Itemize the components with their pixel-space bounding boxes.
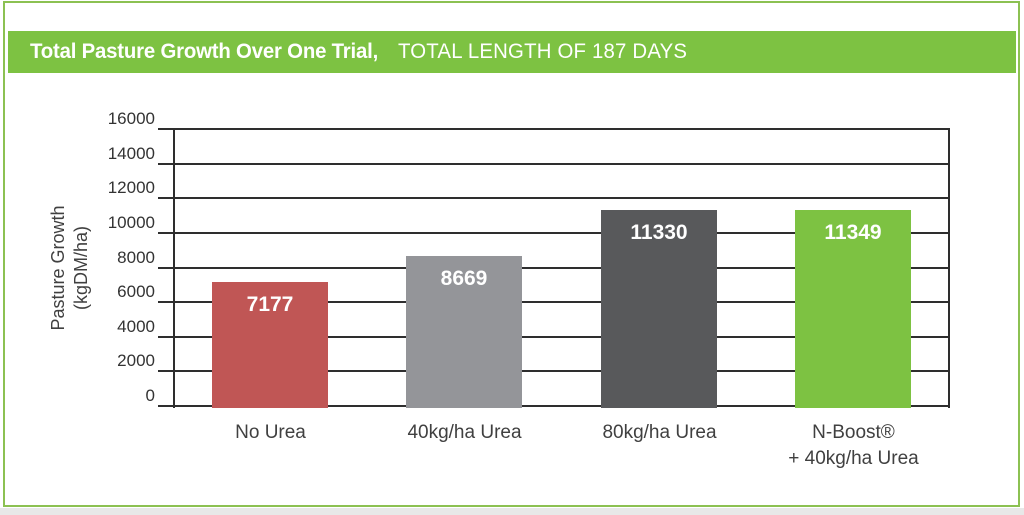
- chart-subtitle: TOTAL LENGTH OF 187 DAYS: [397, 40, 688, 63]
- bar-80kg-ha-urea: 11330: [601, 210, 717, 408]
- gridline-4000: [158, 336, 950, 338]
- ytick-label-4000: 4000: [117, 317, 155, 336]
- gridline-14000: [158, 163, 950, 165]
- bar-value-label: 11349: [824, 221, 882, 244]
- ytick-label-6000: 6000: [117, 282, 155, 301]
- ytick-label-2000: 2000: [117, 351, 155, 370]
- gridline-8000: [158, 267, 950, 269]
- gridline-2000: [158, 370, 950, 372]
- ytick-label-0: 0: [145, 386, 155, 405]
- y-axis-line: [173, 128, 175, 408]
- category-label: 80kg/ha Urea: [602, 422, 717, 443]
- ytick-label-10000: 10000: [107, 213, 155, 232]
- y-axis-title-line2: (kgDM/ha): [71, 226, 91, 311]
- bottom-edge-strip: [0, 508, 1024, 515]
- plot-area: 16000 14000 12000 10000 8000 6000 4000 2000 0 717…: [108, 109, 950, 469]
- category-label: N-Boost® + 40kg/ha Urea: [788, 422, 919, 469]
- ytick-label-12000: 12000: [107, 178, 155, 197]
- y-axis-title: Pasture Growth (kgDM/ha): [47, 168, 93, 368]
- chart-title-band: Total Pasture Growth Over One Trial, TOT…: [8, 31, 1016, 73]
- bar-no-urea: 7177: [212, 282, 328, 408]
- bar-value-label: 8669: [440, 267, 488, 290]
- ytick-label-8000: 8000: [117, 248, 155, 267]
- y-axis-title-line1: Pasture Growth: [48, 205, 68, 331]
- gridline-16000: [158, 128, 950, 130]
- plot-right-border: [948, 128, 950, 408]
- ytick-label-16000: 16000: [107, 109, 155, 128]
- bar-value-label: 11330: [630, 221, 688, 244]
- chart-title: Total Pasture Growth Over One Trial,: [30, 40, 379, 63]
- bar-value-label: 7177: [246, 293, 294, 316]
- ytick-label-14000: 14000: [107, 144, 155, 163]
- gridline-6000: [158, 301, 950, 303]
- gridline-12000: [158, 197, 950, 199]
- category-label: No Urea: [235, 422, 306, 443]
- gridline-10000: [158, 232, 950, 234]
- gridline-0: [158, 405, 950, 407]
- bar-40kg-ha-urea: 8669: [406, 256, 522, 408]
- category-label: 40kg/ha Urea: [407, 422, 522, 443]
- bar-n-boost-40kg-ha-urea: 11349: [795, 210, 911, 408]
